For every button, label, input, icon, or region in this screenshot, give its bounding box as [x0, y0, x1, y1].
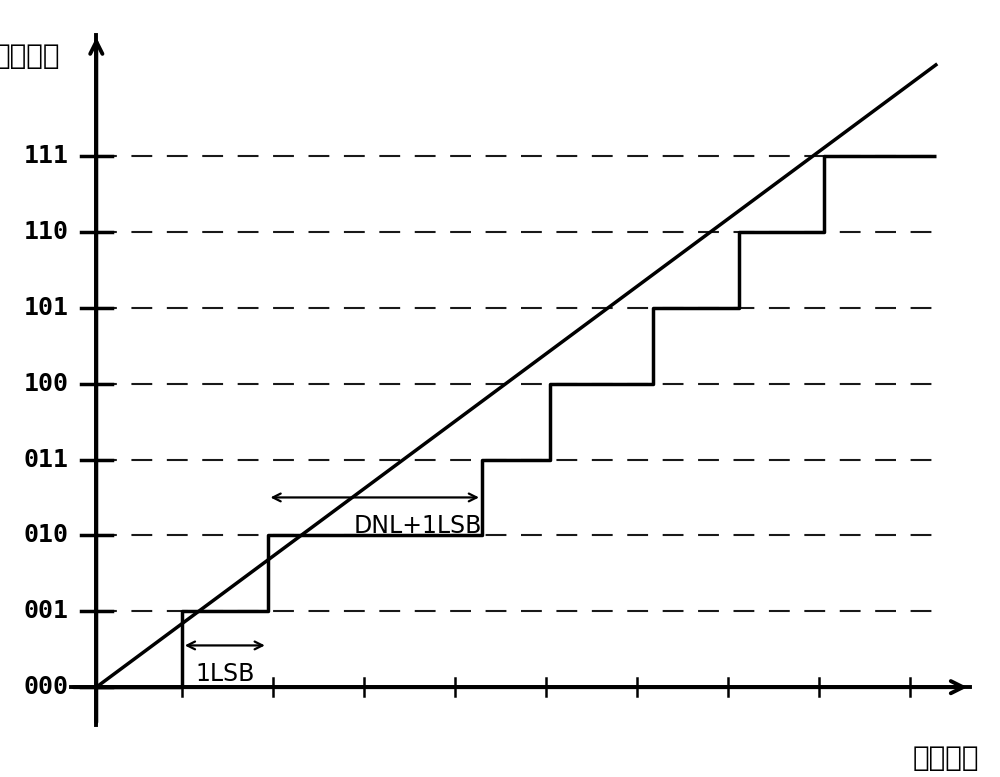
Text: 110: 110	[24, 220, 69, 244]
Text: 111: 111	[24, 144, 69, 168]
Text: 1LSB: 1LSB	[195, 662, 255, 686]
Text: 010: 010	[24, 524, 69, 547]
Text: 100: 100	[24, 371, 69, 395]
Text: 模拟输入: 模拟输入	[912, 744, 979, 772]
Text: 000: 000	[24, 675, 69, 699]
Text: 011: 011	[24, 448, 69, 472]
Text: 数字输出: 数字输出	[0, 42, 60, 70]
Text: 101: 101	[24, 296, 69, 319]
Text: DNL+1LSB: DNL+1LSB	[353, 514, 482, 538]
Text: 001: 001	[24, 599, 69, 623]
